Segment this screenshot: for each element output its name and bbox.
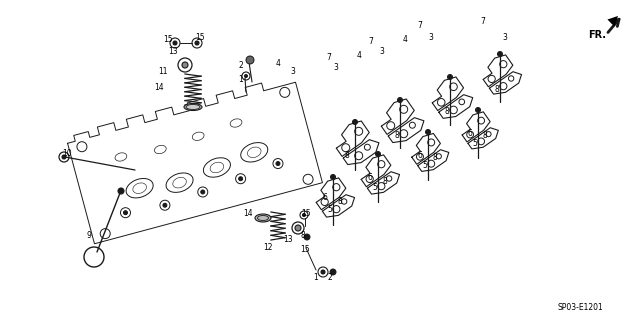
Ellipse shape — [184, 103, 202, 110]
Text: 2: 2 — [328, 273, 332, 283]
Text: 3: 3 — [429, 33, 433, 42]
Circle shape — [426, 130, 431, 135]
Text: 8: 8 — [495, 85, 499, 94]
Text: 7: 7 — [326, 54, 332, 63]
Circle shape — [62, 155, 66, 159]
Circle shape — [173, 41, 177, 45]
Text: 4: 4 — [403, 35, 408, 44]
Circle shape — [447, 75, 452, 79]
Text: 13: 13 — [283, 235, 293, 244]
Circle shape — [303, 213, 305, 217]
Text: 5: 5 — [472, 138, 477, 147]
Circle shape — [330, 269, 336, 275]
Circle shape — [321, 270, 325, 274]
Text: 6: 6 — [468, 129, 472, 137]
Text: 7: 7 — [481, 18, 485, 26]
Text: 8: 8 — [483, 130, 488, 139]
Circle shape — [276, 161, 280, 166]
Text: 9: 9 — [86, 231, 92, 240]
Text: 10: 10 — [62, 149, 72, 158]
Text: 4: 4 — [356, 50, 362, 60]
Circle shape — [118, 188, 124, 194]
Text: 14: 14 — [243, 209, 253, 218]
Text: 6: 6 — [417, 151, 422, 160]
Text: 2: 2 — [239, 61, 243, 70]
Text: 14: 14 — [154, 84, 164, 93]
Circle shape — [397, 98, 403, 102]
Text: SP03-E1201: SP03-E1201 — [557, 302, 603, 311]
Circle shape — [376, 152, 381, 157]
Text: 13: 13 — [168, 48, 178, 56]
Ellipse shape — [255, 214, 271, 222]
Text: 3: 3 — [502, 33, 508, 42]
Circle shape — [244, 75, 248, 78]
Text: 15: 15 — [300, 246, 310, 255]
Text: 1: 1 — [314, 273, 318, 283]
Text: 15: 15 — [301, 209, 311, 218]
Text: 15: 15 — [163, 34, 173, 43]
Text: 3: 3 — [291, 68, 296, 77]
Text: 5: 5 — [372, 183, 378, 192]
Circle shape — [195, 41, 199, 45]
Circle shape — [497, 51, 502, 56]
Text: 8: 8 — [395, 130, 399, 139]
Text: 6: 6 — [367, 174, 372, 182]
Circle shape — [201, 190, 205, 194]
Text: 4: 4 — [276, 60, 280, 69]
Text: 8: 8 — [383, 177, 387, 187]
Text: 6: 6 — [323, 194, 328, 203]
Text: 11: 11 — [158, 68, 168, 77]
Text: 1: 1 — [239, 76, 243, 85]
Text: 8: 8 — [338, 197, 342, 206]
Text: 8: 8 — [433, 153, 437, 162]
Circle shape — [330, 174, 335, 180]
Circle shape — [124, 211, 127, 215]
Circle shape — [246, 56, 254, 64]
Text: 8: 8 — [344, 151, 349, 160]
Text: 15: 15 — [195, 33, 205, 42]
Text: FR.: FR. — [588, 30, 606, 40]
Circle shape — [476, 108, 481, 113]
Text: 12: 12 — [263, 243, 273, 253]
Text: 5: 5 — [422, 160, 428, 169]
Text: 7: 7 — [417, 21, 422, 31]
Text: 8: 8 — [445, 108, 449, 116]
Circle shape — [295, 225, 301, 231]
Text: 7: 7 — [369, 38, 373, 47]
Circle shape — [163, 203, 167, 207]
Circle shape — [353, 120, 358, 124]
Circle shape — [239, 177, 243, 181]
Text: 3: 3 — [333, 63, 339, 71]
Circle shape — [182, 62, 188, 68]
Text: 8: 8 — [301, 232, 305, 241]
Text: 5: 5 — [328, 205, 332, 214]
Text: 3: 3 — [380, 48, 385, 56]
Circle shape — [304, 234, 310, 240]
